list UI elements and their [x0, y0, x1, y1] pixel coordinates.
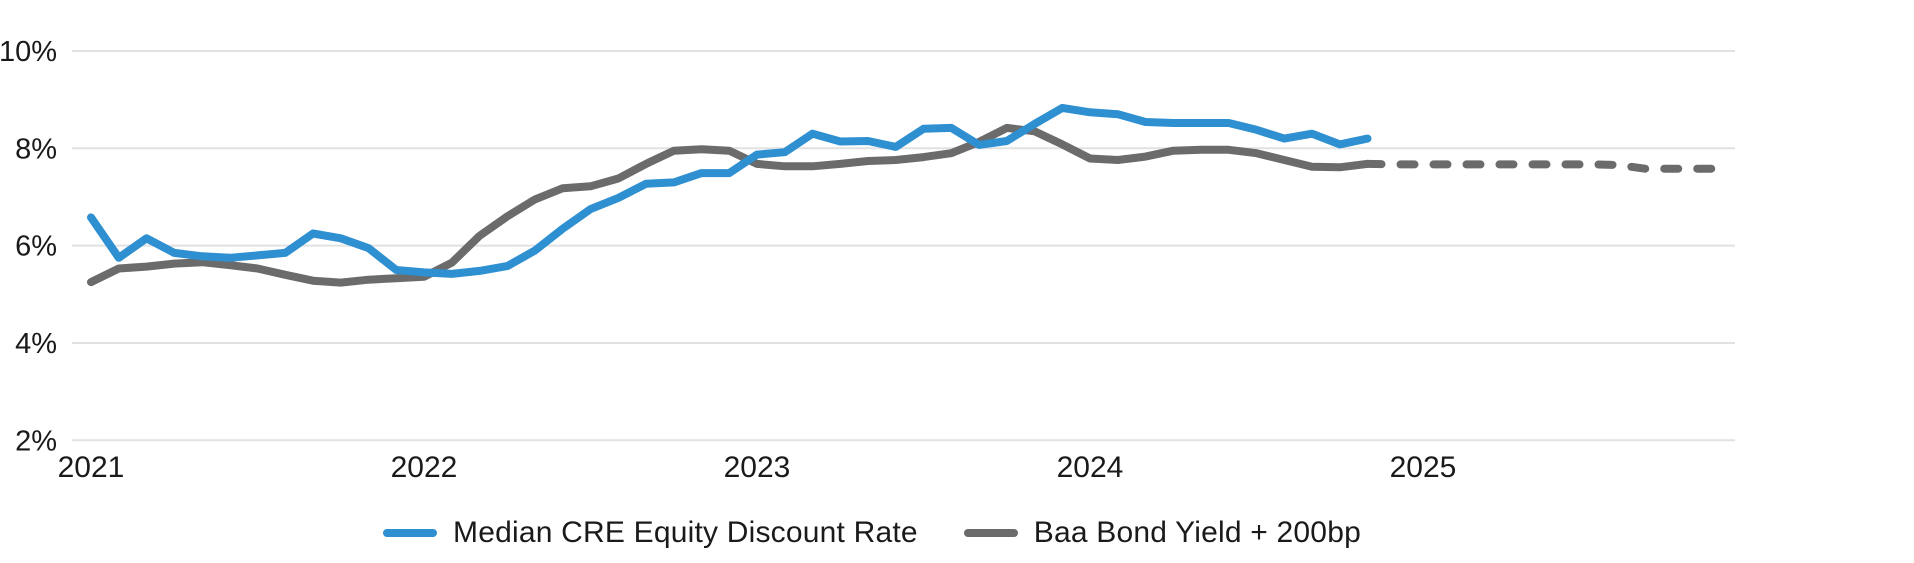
legend-item-baa-bond: Baa Bond Yield + 200bp	[963, 513, 1361, 553]
series-line-baa-bond-yield-200bp	[87, 123, 1372, 287]
x-tick-label: 2021	[58, 451, 125, 484]
y-tick-label: 6%	[15, 231, 57, 263]
legend-item-median-cre: Median CRE Equity Discount Rate	[383, 513, 918, 553]
legend: Median CRE Equity Discount Rate Baa Bond…	[0, 513, 1914, 553]
y-tick-label: 2%	[15, 425, 57, 457]
series-line-median-cre-equity-discount-rate	[87, 103, 1372, 278]
x-tick-label: 2024	[1057, 451, 1124, 484]
x-tick-label: 2023	[724, 451, 791, 484]
line-chart: 10% 8% 6% 4% 2% 2021 2022 2023 2024 2025	[0, 36, 1735, 484]
y-tick-label: 4%	[15, 328, 57, 360]
x-tick-label: 2022	[391, 451, 458, 484]
x-axis-labels: 2021 2022 2023 2024 2025	[58, 451, 1457, 484]
series-line-baa-bond-yield-200bp-forecast-	[1363, 159, 1733, 173]
series-lines	[87, 103, 1733, 287]
y-axis-labels: 10% 8% 6% 4% 2%	[0, 36, 57, 457]
legend-label-median-cre: Median CRE Equity Discount Rate	[453, 516, 918, 549]
x-tick-label: 2025	[1390, 451, 1457, 484]
legend-swatch-median-cre-icon	[383, 529, 438, 537]
gridlines	[72, 50, 1735, 442]
y-tick-label: 8%	[15, 133, 57, 165]
y-tick-label: 10%	[0, 36, 57, 68]
legend-swatch-baa-bond-icon	[963, 529, 1018, 537]
legend-label-baa-bond: Baa Bond Yield + 200bp	[1033, 516, 1361, 549]
